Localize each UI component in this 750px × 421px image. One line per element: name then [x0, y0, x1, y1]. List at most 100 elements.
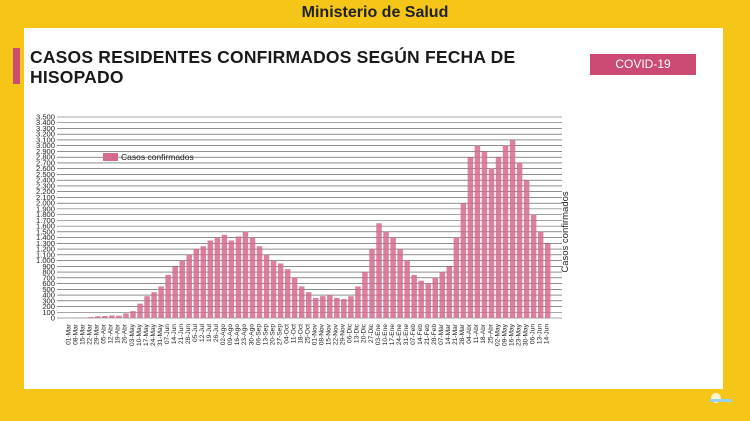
x-tick-label: 19-Abr	[115, 323, 122, 344]
x-tick-label: 14-Jun	[543, 324, 550, 344]
bar	[544, 243, 551, 318]
legend-label: Casos confirmados	[121, 152, 194, 162]
bar	[102, 315, 108, 318]
x-tick-label: 18-Abr	[480, 323, 487, 344]
x-tick-label: 05-Jul	[192, 323, 199, 341]
x-tick-label: 15-Mar	[80, 323, 87, 345]
bar	[530, 214, 537, 318]
bar	[390, 237, 396, 318]
x-tick-label: 01-Mar	[66, 323, 73, 345]
bar	[305, 292, 312, 318]
x-tick-label: 09-May	[501, 323, 508, 346]
x-tick-label: 12-Abr	[108, 323, 115, 344]
bar	[397, 249, 403, 318]
x-tick-label: 04-Abr	[466, 323, 473, 344]
y-tick-label: 1.400	[36, 233, 55, 242]
bar	[474, 145, 481, 318]
x-tick-label: 10-Ene	[382, 324, 389, 346]
bar	[235, 236, 242, 318]
bar	[460, 203, 467, 318]
y-tick-label: 1.900	[36, 204, 55, 213]
bar	[334, 297, 340, 318]
bar	[411, 274, 417, 318]
y-tick-label: 1.300	[36, 239, 55, 248]
bar	[270, 260, 277, 318]
bar	[151, 292, 157, 318]
bar	[116, 315, 122, 318]
bar	[284, 269, 291, 318]
bar	[263, 254, 270, 318]
x-tick-label: 02-May	[494, 323, 501, 346]
x-tick-label: 07-Mar	[438, 323, 445, 345]
x-tick-label: 09-Ago	[227, 324, 234, 346]
bar	[249, 237, 256, 318]
bar	[214, 237, 221, 318]
x-tick-label: 24-May	[150, 323, 157, 346]
y-tick-label: 2.900	[36, 147, 55, 156]
y-tick-label: 1.100	[36, 250, 55, 259]
x-tick-label: 24-Ene	[396, 324, 403, 346]
y-tick-label: 1.700	[36, 216, 55, 225]
x-tick-label: 07-Feb	[410, 324, 417, 345]
bar	[327, 295, 333, 318]
x-tick-label: 20-Dic	[361, 323, 368, 343]
x-tick-label: 19-Jul	[206, 323, 213, 341]
x-tick-label: 29-Mar	[94, 323, 101, 345]
y-tick-label: 1.000	[36, 256, 55, 265]
x-tick-label: 06-Sep	[255, 324, 262, 346]
x-tick-label: 23-May	[515, 323, 522, 346]
legend-swatch	[103, 153, 118, 161]
x-tick-label: 04-Oct	[283, 324, 290, 344]
y-tick-label: 2.400	[36, 176, 55, 185]
x-tick-label: 27-Dic	[368, 323, 375, 343]
bar	[165, 274, 171, 318]
x-tick-label: 15-Nov	[326, 323, 333, 345]
y-tick-label: 200	[42, 302, 55, 311]
bar	[228, 240, 235, 318]
bar	[95, 316, 101, 318]
x-tick-label: 27-Sep	[276, 324, 283, 346]
x-tick-label: 29-Nov	[340, 323, 347, 345]
y-tick-label: 3.100	[36, 135, 55, 144]
bar	[144, 296, 150, 318]
bar	[313, 297, 319, 318]
x-tick-label: 01-Nov	[312, 323, 319, 345]
x-tick-label: 14-Mar	[445, 323, 452, 345]
bar	[193, 249, 200, 318]
bar	[425, 283, 431, 318]
y-tick-label: 3.000	[36, 141, 55, 150]
y-tick-label: 1.200	[36, 245, 55, 254]
x-tick-label: 20-Sep	[269, 324, 276, 346]
bar	[109, 315, 115, 318]
bar	[537, 231, 544, 318]
bar	[418, 280, 424, 318]
x-tick-label: 13-Dic	[354, 323, 361, 343]
x-tick-label: 26-Jul	[213, 323, 220, 341]
y-tick-label: 0	[51, 314, 55, 323]
bar	[404, 260, 410, 318]
bar	[355, 286, 361, 318]
bar	[348, 296, 354, 318]
y-tick-label: 2.700	[36, 158, 55, 167]
bar	[495, 157, 502, 318]
bar	[291, 277, 298, 318]
bar	[298, 286, 305, 318]
x-tick-label: 06-Dic	[347, 323, 354, 343]
x-tick-label: 17-Ene	[389, 324, 396, 346]
y-tick-label: 2.600	[36, 164, 55, 173]
bar	[383, 231, 389, 318]
bar	[320, 296, 326, 318]
y-tick-label: 400	[42, 291, 55, 300]
bar	[172, 266, 178, 318]
bar	[509, 139, 516, 318]
bar	[242, 231, 249, 318]
y-tick-label: 3.400	[36, 118, 55, 127]
x-tick-label: 21-Jun	[178, 324, 185, 344]
x-tick-label: 30-May	[522, 323, 529, 346]
x-tick-label: 06-Jun	[529, 324, 536, 344]
y-tick-label: 600	[42, 279, 55, 288]
y-tick-label: 900	[42, 262, 55, 271]
x-tick-label: 21-Feb	[424, 324, 431, 345]
bar	[467, 157, 474, 318]
bar	[376, 223, 382, 318]
